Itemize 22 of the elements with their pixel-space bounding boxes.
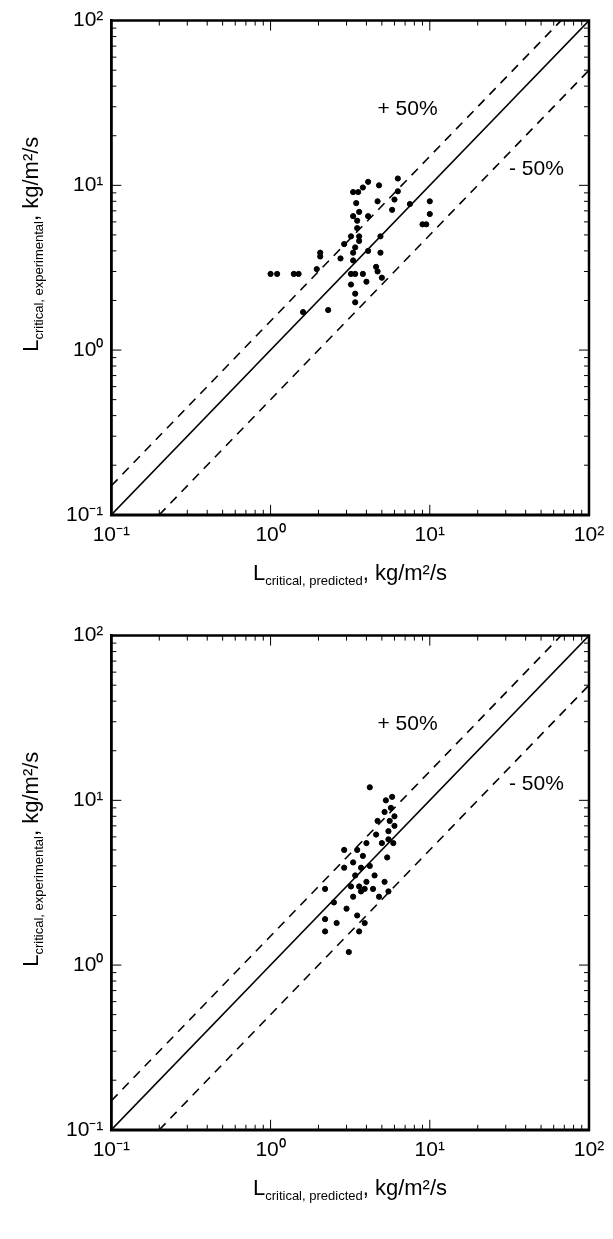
x-axis-title: L$_{critical, predicted}$, kg/m²/s bbox=[251, 1175, 449, 1204]
x-tick-label: 10² bbox=[573, 522, 605, 546]
annotation: + 50% bbox=[377, 711, 438, 735]
y-tick-label: 10⁰ bbox=[72, 951, 104, 975]
x-tick-label: 10⁰ bbox=[255, 1137, 286, 1161]
y-tick-label: 10¹ bbox=[72, 787, 104, 811]
y-tick-label: 10² bbox=[72, 622, 104, 646]
x-tick-label: 10⁻¹ bbox=[92, 1137, 131, 1161]
x-tick-label: 10¹ bbox=[414, 1137, 445, 1161]
x-tick-label: 10¹ bbox=[414, 522, 445, 546]
x-tick-label: 10² bbox=[573, 1137, 605, 1161]
annotation: - 50% bbox=[509, 155, 564, 179]
x-axis-title: L$_{critical, predicted}$, kg/m²/s bbox=[251, 560, 449, 589]
x-tick-label: 10⁰ bbox=[255, 522, 286, 546]
y-tick-label: 10¹ bbox=[72, 172, 104, 196]
y-tick-label: 10⁻¹ bbox=[65, 501, 104, 525]
annotation: + 50% bbox=[377, 96, 438, 120]
y-tick-label: 10⁻¹ bbox=[65, 1116, 104, 1140]
y-tick-label: 10² bbox=[72, 7, 104, 31]
annotation: - 50% bbox=[509, 770, 564, 794]
y-tick-label: 10⁰ bbox=[72, 336, 104, 360]
x-tick-label: 10⁻¹ bbox=[92, 522, 131, 546]
